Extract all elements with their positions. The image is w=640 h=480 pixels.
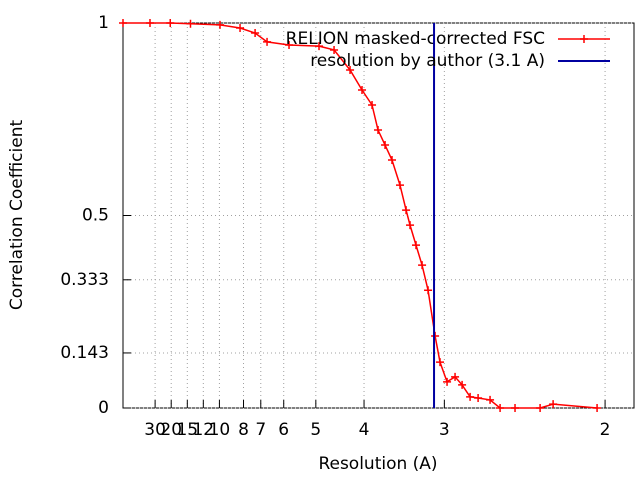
x-tick-label: 2 <box>600 420 611 440</box>
point-marker <box>412 241 421 250</box>
x-tick-label: 12 <box>192 420 214 440</box>
point-marker <box>536 404 545 412</box>
y-tick-label: 0 <box>98 398 109 418</box>
point-marker <box>418 261 427 270</box>
point-marker <box>285 40 294 49</box>
x-tick-label: 20 <box>160 420 182 440</box>
point-marker <box>436 358 445 367</box>
y-tick-label: 0.5 <box>82 206 109 226</box>
x-axis-label: Resolution (A) <box>318 454 437 474</box>
x-tick-label: 30 <box>144 420 166 440</box>
point-marker <box>511 404 520 412</box>
x-tick-label: 15 <box>176 420 198 440</box>
point-marker <box>424 286 433 295</box>
point-marker <box>549 400 558 409</box>
point-marker <box>215 20 224 29</box>
point-marker <box>315 42 324 51</box>
point-marker <box>368 101 377 110</box>
point-marker <box>443 377 452 386</box>
point-marker <box>458 380 467 389</box>
x-tick-label: 10 <box>209 420 231 440</box>
point-marker <box>402 206 411 215</box>
x-tick-label: 7 <box>255 420 266 440</box>
x-tick-label: 5 <box>310 420 321 440</box>
y-tick-label: 1 <box>98 13 109 33</box>
x-tick-label: 6 <box>278 420 289 440</box>
point-marker <box>119 19 127 27</box>
point-marker <box>381 141 390 150</box>
point-marker <box>387 156 396 165</box>
point-marker <box>346 65 355 74</box>
legend-swatch <box>580 35 588 43</box>
point-marker <box>330 45 339 54</box>
point-marker <box>251 29 260 38</box>
legend-label: resolution by author (3.1 A) <box>310 51 545 71</box>
point-marker <box>236 24 245 33</box>
x-tick-label: 4 <box>359 420 370 440</box>
point-marker <box>374 126 383 135</box>
point-marker <box>496 404 505 412</box>
point-marker <box>358 85 367 94</box>
legend-label: RELION masked-corrected FSC <box>286 29 545 49</box>
point-marker <box>466 392 475 401</box>
point-marker <box>431 332 440 341</box>
point-marker <box>186 19 195 28</box>
point-marker <box>166 19 175 27</box>
point-marker <box>486 395 495 404</box>
point-marker <box>451 372 460 381</box>
point-marker <box>396 181 405 190</box>
point-marker <box>593 404 602 412</box>
point-marker <box>145 19 154 27</box>
x-tick-label: 3 <box>439 420 450 440</box>
y-tick-label: 0.333 <box>60 270 109 290</box>
x-tick-label: 8 <box>238 420 249 440</box>
y-tick-label: 0.143 <box>60 343 109 363</box>
data-line <box>123 22 598 409</box>
point-marker <box>474 393 483 402</box>
point-marker <box>406 221 415 230</box>
point-marker <box>263 37 272 46</box>
y-axis-label: Correlation Coefficient <box>7 120 27 311</box>
